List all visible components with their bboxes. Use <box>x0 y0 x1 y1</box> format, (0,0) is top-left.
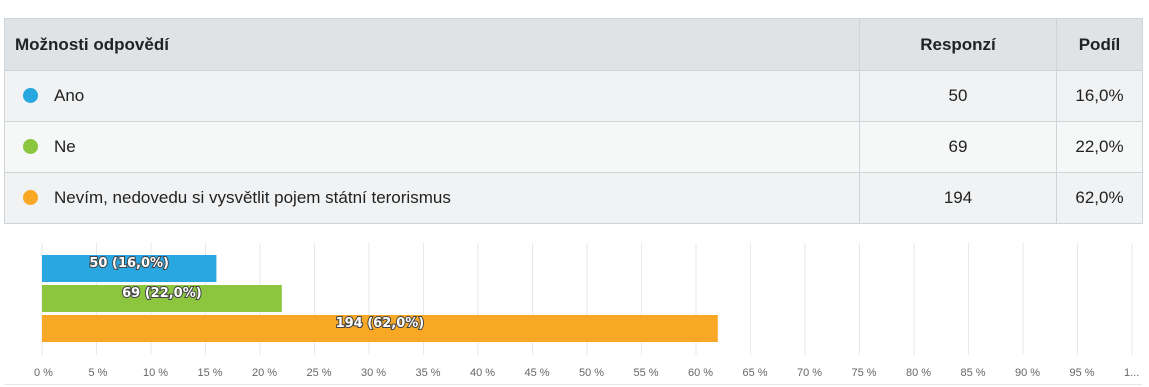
bar <box>42 285 282 312</box>
circle-icon <box>23 138 38 154</box>
responses-table: Možnosti odpovědí Responzí Podíl Ano 50 … <box>4 18 1143 224</box>
x-tick-label: 50 % <box>579 367 604 379</box>
option-label: Nevím, nedovedu si vysvětlit pojem státn… <box>54 188 451 207</box>
x-tick-label: 15 % <box>198 367 223 379</box>
x-tick-label: 65 % <box>743 367 768 379</box>
table-header-row: Možnosti odpovědí Responzí Podíl <box>4 18 1143 71</box>
bar <box>42 255 217 282</box>
bar <box>42 315 718 342</box>
x-tick-label: 55 % <box>634 367 659 379</box>
x-tick-label: 90 % <box>1015 367 1040 379</box>
share-cell: 62,0% <box>1056 172 1143 224</box>
bar-chart-svg: 0 % 5 % 10 % 15 % 20 % 25 % 30 % 35 % 40 % 45 % 50… <box>34 243 1139 379</box>
x-tick-label: 5 % <box>89 367 108 379</box>
header-responses: Responzí <box>859 18 1057 71</box>
x-tick-label: 75 % <box>852 367 877 379</box>
option-cell: Nevím, nedovedu si vysvětlit pojem státn… <box>4 172 860 224</box>
bar-data-label: 50 (16,0%) <box>89 256 169 271</box>
share-cell: 16,0% <box>1056 70 1143 122</box>
table-row: Ne 69 22,0% <box>4 121 1143 173</box>
x-tick-label: 10 % <box>143 367 168 379</box>
count-cell: 69 <box>859 121 1057 173</box>
header-option: Možnosti odpovědí <box>4 18 860 71</box>
option-cell: Ne <box>4 121 860 173</box>
x-tick-label: 80 % <box>906 367 931 379</box>
count-cell: 50 <box>859 70 1057 122</box>
option-cell: Ano <box>4 70 860 122</box>
option-label: Ne <box>54 137 76 156</box>
bar-data-label: 69 (22,0%) <box>122 286 202 301</box>
circle-icon <box>23 87 38 103</box>
x-tick-label: 35 % <box>416 367 441 379</box>
x-tick-label: 85 % <box>961 367 986 379</box>
x-tick-label: 95 % <box>1070 367 1095 379</box>
x-tick-label: 1... <box>1124 367 1139 379</box>
x-tick-label: 70 % <box>797 367 822 379</box>
bar-data-label: 194 (62,0%) <box>336 316 425 331</box>
count-cell: 194 <box>859 172 1057 224</box>
table-row: Nevím, nedovedu si vysvětlit pojem státn… <box>4 172 1143 224</box>
option-label: Ano <box>54 86 85 105</box>
header-share: Podíl <box>1056 18 1143 71</box>
x-tick-label: 60 % <box>688 367 713 379</box>
share-cell: 22,0% <box>1056 121 1143 173</box>
x-tick-label: 40 % <box>470 367 495 379</box>
x-tick-label: 25 % <box>307 367 332 379</box>
x-tick-label: 20 % <box>252 367 277 379</box>
table-row: Ano 50 16,0% <box>4 70 1143 122</box>
bar-chart: 0 % 5 % 10 % 15 % 20 % 25 % 30 % 35 % 40 % 45 % 50… <box>4 229 1142 385</box>
circle-icon <box>23 189 38 205</box>
x-tick-label: 45 % <box>525 367 550 379</box>
x-tick-label: 30 % <box>361 367 386 379</box>
x-tick-label: 0 % <box>34 367 53 379</box>
